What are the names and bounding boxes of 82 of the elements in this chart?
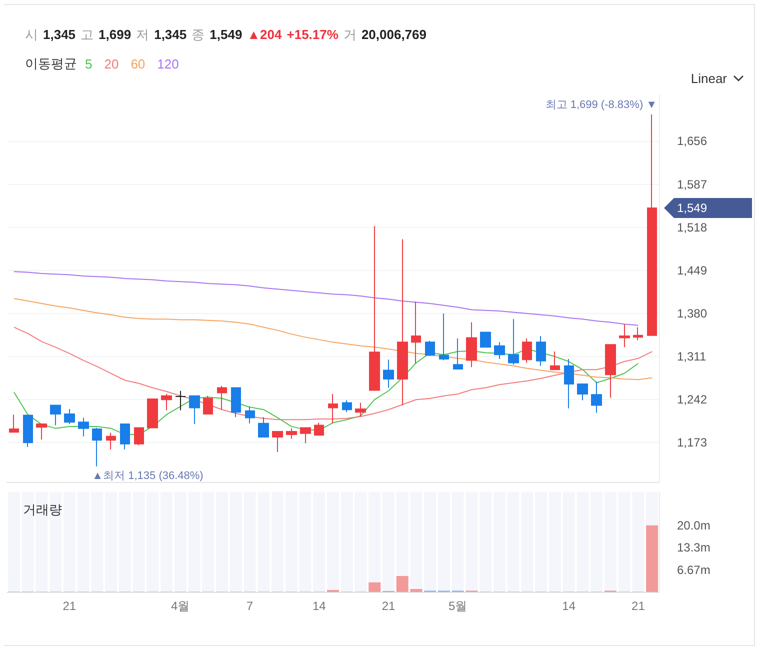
text: 120 xyxy=(157,56,179,72)
y-tick-label: 13.3m xyxy=(677,540,710,555)
candlestick xyxy=(633,326,643,341)
candlestick xyxy=(203,395,213,414)
candlestick xyxy=(106,432,116,450)
annotation: 최고 1,699 (-8.83%) ▼ xyxy=(545,98,658,111)
candlestick xyxy=(411,301,421,364)
candlestick xyxy=(480,332,491,348)
candlestick xyxy=(605,344,616,398)
candlestick xyxy=(508,318,519,366)
candlestick xyxy=(120,423,130,450)
y-tick-label: 6.67m xyxy=(677,562,710,577)
x-tick-label: 21 xyxy=(632,599,646,613)
text: 5 xyxy=(85,56,92,72)
candlestick xyxy=(647,114,657,336)
legend-title: 이동평균 xyxy=(25,56,77,71)
text: 20 xyxy=(104,56,119,72)
candlestick xyxy=(92,427,102,467)
x-tick-label: 5월 xyxy=(448,599,468,613)
text: Linear xyxy=(690,71,727,86)
candlestick xyxy=(355,402,366,417)
text: 1,549 xyxy=(677,200,708,215)
candlestick xyxy=(50,404,61,426)
candlestick xyxy=(23,414,33,448)
candlestick xyxy=(397,238,408,406)
candlestick xyxy=(439,312,449,361)
text: 시 1,345 고 1,699 저 1,345 종 1,549 ▲204 +15.17% 거 20,006,769 xyxy=(25,27,427,42)
x-tick-label: 14 xyxy=(562,599,576,613)
candlestick xyxy=(217,385,227,410)
candlestick xyxy=(342,400,352,413)
candlestick xyxy=(286,428,297,440)
line-series xyxy=(13,271,639,326)
y-tick-label: 1,656 xyxy=(677,134,708,148)
x-tick-label: 21 xyxy=(62,599,76,613)
y-tick-label: 1,173 xyxy=(677,436,708,450)
candlestick xyxy=(383,359,394,388)
candlestick xyxy=(78,417,89,437)
candlestick xyxy=(591,381,602,414)
candlestick xyxy=(536,335,546,366)
candlestick xyxy=(550,351,560,370)
annotation: ▲최저 1,135 (36.48%) xyxy=(92,470,204,482)
y-tick-label: 1,311 xyxy=(677,350,706,364)
x-tick-label: 7 xyxy=(246,599,254,613)
text: 거래량 xyxy=(23,502,62,517)
candlestick xyxy=(577,384,588,401)
y-tick-label: 1,449 xyxy=(677,263,708,278)
candlestick xyxy=(425,340,435,356)
candlestick xyxy=(9,414,19,433)
y-tick-label: 1,380 xyxy=(677,306,708,320)
y-tick-label: 1,518 xyxy=(677,220,708,234)
candlestick xyxy=(36,423,47,440)
text: 60 xyxy=(130,56,146,72)
x-tick-label: 21 xyxy=(382,599,396,613)
candlestick xyxy=(564,358,574,409)
candlestick xyxy=(258,416,269,438)
candlestick xyxy=(314,422,324,436)
candlestick xyxy=(134,427,144,446)
bar xyxy=(368,582,381,592)
y-tick-label: 1,587 xyxy=(677,177,708,192)
candlestick xyxy=(161,393,172,411)
line-series xyxy=(13,298,653,380)
candlestick xyxy=(619,324,630,348)
candlestick xyxy=(231,387,241,418)
x-tick-label: 4월 xyxy=(171,599,190,613)
candlestick xyxy=(328,393,338,424)
candlestick xyxy=(272,430,283,453)
line-series xyxy=(13,326,653,420)
candlestick xyxy=(175,390,186,411)
candlestick xyxy=(494,342,505,360)
line-series xyxy=(13,348,639,436)
candlestick xyxy=(466,322,477,368)
candlestick xyxy=(189,395,200,424)
candlestick xyxy=(300,427,311,444)
candlestick xyxy=(522,338,532,364)
candlestick xyxy=(245,406,255,424)
x-tick-label: 14 xyxy=(312,599,326,613)
candlestick xyxy=(64,408,75,424)
y-tick-label: 20.0m xyxy=(677,518,710,532)
candlestick xyxy=(369,226,380,391)
y-tick-label: 1,242 xyxy=(677,392,708,407)
candlestick xyxy=(453,338,463,370)
candlestick xyxy=(147,398,158,428)
